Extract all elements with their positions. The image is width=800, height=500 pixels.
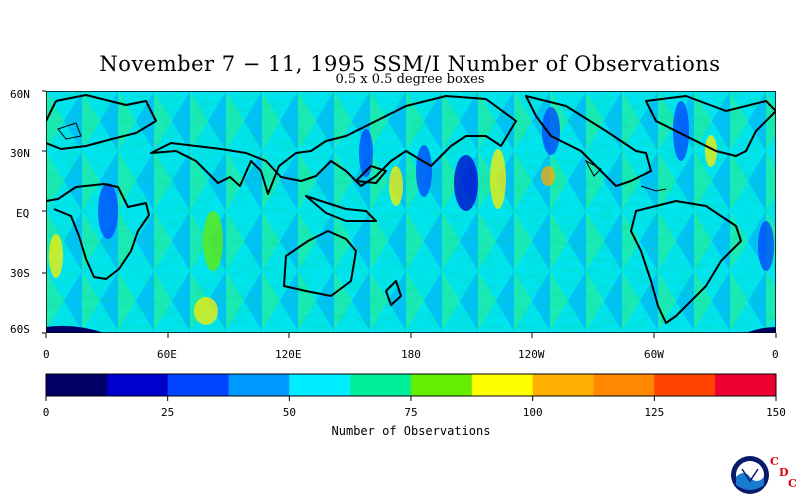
noaa-logo-text: NOAA [743,462,758,469]
lat-label-eq: EQ [16,207,29,220]
colorbar-tick-label: 25 [161,406,174,419]
colorbar-swatch [106,374,169,396]
lon-label-180: 180 [401,348,421,360]
cdc-letter-c2: C [788,477,797,490]
colorbar-swatch [228,374,290,396]
chart-subtitle: 0.5 x 0.5 degree boxes [335,72,485,87]
lat-label-60n: 60N [10,88,30,101]
colorbar-swatch [350,374,412,396]
lat-label-30n: 30N [10,147,30,160]
lon-label-120w: 120W [518,348,545,360]
lat-label-30s: 30S [10,267,30,280]
colorbar-tick-label: 100 [523,406,543,419]
lon-label-0: 0 [43,348,50,360]
colorbar-swatch [715,374,777,396]
cdc-letter-d: D [779,466,789,479]
colorbar-swatch [593,374,655,396]
colorbar-tick-label: 150 [766,406,786,419]
colorbar-swatch [167,374,229,396]
map-panel [46,91,776,333]
colorbar-tick-label: 125 [644,406,664,419]
colorbar-swatch [654,374,716,396]
colorbar-tick-label: 50 [283,406,296,419]
noaa-logo: NOAA [731,456,769,494]
colorbar-tick-label: 0 [43,406,50,419]
colorbar-label: Number of Observations [331,424,491,438]
chart-title: November 7 − 11, 1995 SSM/I Number of Ob… [99,52,721,76]
colorbar-swatch [46,374,108,396]
colorbar-swatch [411,374,473,396]
colorbar-tick-label: 75 [404,406,417,419]
lon-label-60e: 60E [157,348,177,360]
colorbar-swatch [289,374,351,396]
colorbar-swatch [471,374,534,396]
lon-label-0-east: 0 [772,348,779,360]
lat-label-60s: 60S [10,323,30,336]
map-axes: 60N 30N EQ 30S 60S 0 60E 120E 180 120W 6… [10,88,779,360]
lon-label-60w: 60W [644,348,664,360]
lon-label-120e: 120E [275,348,302,360]
cdc-letter-c1: C [770,455,779,468]
colorbar: 0 25 50 75 100 125 150 [43,373,786,419]
colorbar-swatch [532,374,594,396]
